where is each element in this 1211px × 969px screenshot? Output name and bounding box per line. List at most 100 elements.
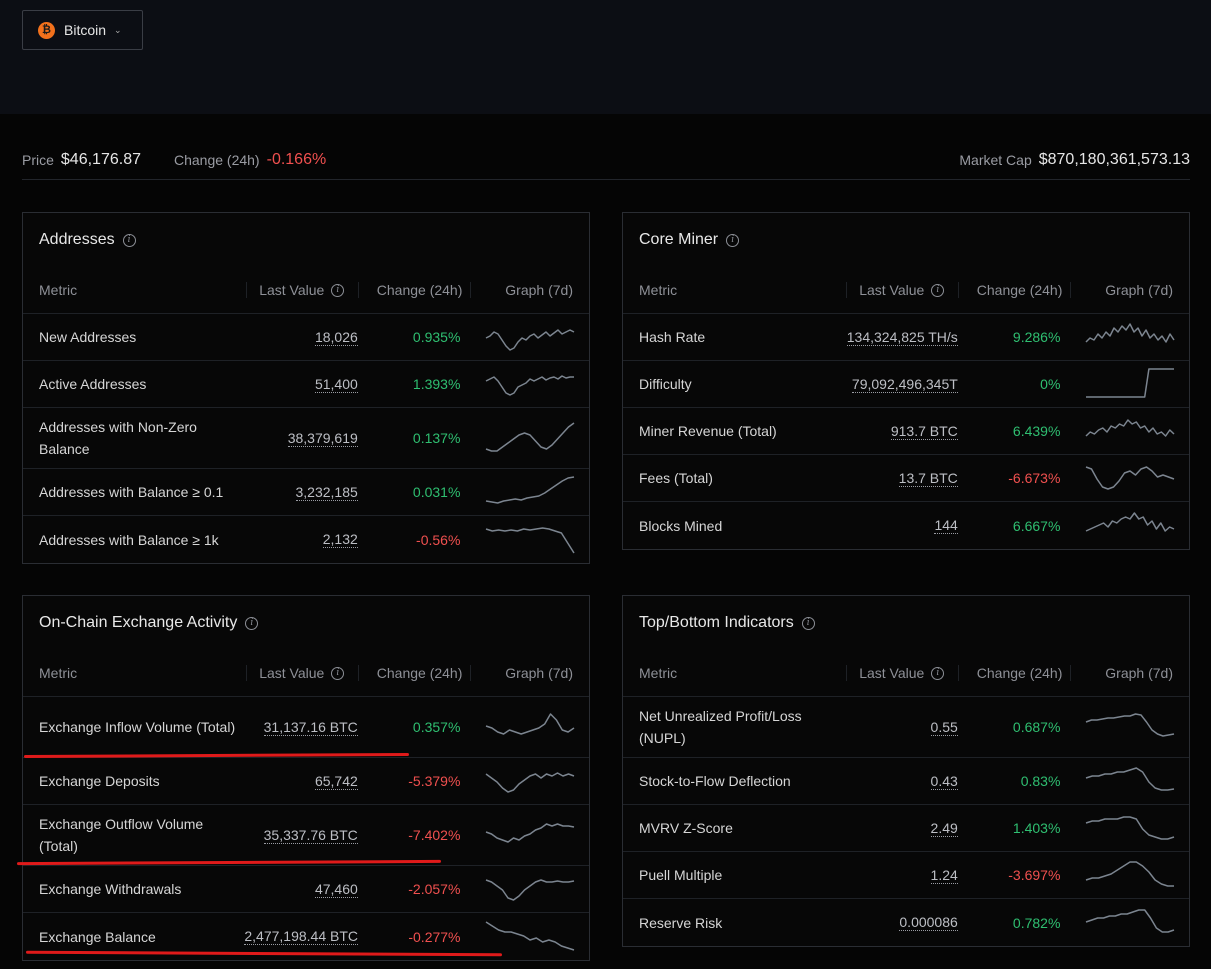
metric-name: New Addresses	[39, 329, 137, 345]
last-value-header-label: Last Value	[859, 665, 925, 681]
last-value-link[interactable]: 65,742	[314, 772, 358, 790]
metric-name: Addresses with Non-Zero Balance	[39, 419, 197, 457]
graph-cell	[470, 475, 589, 509]
exchange-activity-card: On-Chain Exchange Activity i Metric Last…	[22, 595, 590, 961]
last-value-link[interactable]: 13.7 BTC	[898, 469, 958, 487]
last-value[interactable]: 134,324,825 TH/s	[846, 329, 958, 346]
graph-cell	[1070, 367, 1189, 401]
last-value[interactable]: 31,137.16 BTC	[246, 719, 358, 736]
last-value-link[interactable]: 1.24	[930, 866, 958, 884]
sparkline-graph	[1085, 323, 1175, 343]
graph-cell	[470, 421, 589, 455]
graph-cell	[1070, 811, 1189, 845]
market-cap-value: $870,180,361,573.13	[1038, 150, 1190, 168]
metric-name: Addresses with Balance ≥ 0.1	[39, 484, 224, 500]
sparkline-graph	[485, 526, 575, 553]
change-value: 1.403%	[1012, 820, 1061, 836]
last-value[interactable]: 65,742	[246, 773, 358, 790]
bitcoin-logo-icon: ₿	[38, 21, 55, 39]
last-value[interactable]: 35,337.76 BTC	[246, 827, 358, 844]
last-value-link[interactable]: 79,092,496,345T	[851, 375, 958, 393]
last-value-link[interactable]: 47,460	[314, 880, 358, 898]
graph-cell	[470, 818, 589, 852]
sparkline-graph	[1086, 368, 1174, 398]
last-value-link[interactable]: 35,337.76 BTC	[263, 826, 358, 844]
last-value[interactable]: 0.55	[846, 719, 958, 736]
last-value-header: Last Value i	[246, 665, 358, 681]
last-value-link[interactable]: 0.55	[930, 718, 958, 736]
last-value-link[interactable]: 2.49	[930, 819, 958, 837]
last-value-link[interactable]: 144	[934, 517, 958, 534]
change-header: Change (24h)	[957, 665, 1071, 681]
last-value[interactable]: 47,460	[246, 881, 358, 898]
last-value[interactable]: 913.7 BTC	[846, 423, 958, 440]
asset-selector[interactable]: ₿ Bitcoin ⌄	[22, 10, 143, 50]
info-icon[interactable]: i	[245, 616, 259, 630]
top-band	[0, 0, 1211, 114]
last-value[interactable]: 38,379,619	[246, 430, 358, 447]
last-value[interactable]: 13.7 BTC	[846, 470, 958, 487]
last-value[interactable]: 18,026	[246, 329, 358, 346]
market-cap-label: Market Cap	[959, 151, 1032, 168]
last-value[interactable]: 1.24	[846, 867, 958, 884]
table-row: Addresses with Balance ≥ 0.1 3,232,185 0.0…	[23, 469, 589, 516]
asset-name: Bitcoin	[64, 22, 107, 38]
info-icon[interactable]: i	[931, 666, 945, 680]
graph-cell	[470, 710, 589, 744]
graph-header: Graph (7d)	[1070, 665, 1189, 681]
metric-header: Metric	[639, 282, 678, 298]
metric-header: Metric	[39, 282, 78, 298]
last-value-link[interactable]: 0.43	[930, 772, 958, 790]
card-title: Core Miner i	[623, 213, 1189, 267]
table-row: Addresses with Balance ≥ 1k 2,132 -0.56%	[23, 516, 589, 563]
core-miner-card: Core Miner i Metric Last Value i Change (…	[622, 212, 1190, 550]
last-value[interactable]: 0.43	[846, 773, 958, 790]
last-value[interactable]: 0.000086	[846, 914, 958, 931]
last-value-link[interactable]: 0.000086	[899, 914, 958, 931]
last-value[interactable]: 144	[846, 517, 958, 534]
table-row: MVRV Z-Score 2.49 1.403%	[623, 805, 1189, 852]
graph-cell	[1070, 320, 1189, 354]
last-value[interactable]: 2,132	[246, 531, 358, 548]
change-value: -0.277%	[408, 928, 461, 945]
metric-name: Puell Multiple	[639, 867, 723, 883]
last-value-link[interactable]: 38,379,619	[287, 429, 358, 447]
info-icon[interactable]: i	[726, 233, 740, 247]
table-header: Metric Last Value i Change (24h) Graph (7…	[23, 267, 589, 314]
last-value[interactable]: 2,477,198.44 BTC	[244, 928, 359, 945]
sparkline-graph	[485, 375, 574, 396]
change-value: 0.031%	[412, 484, 461, 500]
addresses-card: Addresses i Metric Last Value i Change (2…	[22, 212, 590, 564]
last-value-link[interactable]: 2,132	[322, 531, 358, 548]
change-value: -3.697%	[1008, 867, 1061, 883]
last-value-link[interactable]: 18,026	[314, 328, 358, 346]
metric-header: Metric	[639, 665, 678, 681]
last-value-link[interactable]: 51,400	[314, 375, 358, 393]
table-header: Metric Last Value i Change (24h) Graph (7…	[623, 267, 1189, 314]
info-icon[interactable]: i	[801, 616, 815, 630]
table-row: Exchange Balance 2,477,198.44 BTC -0.277%	[23, 913, 589, 960]
metric-name: Exchange Inflow Volume (Total)	[39, 719, 236, 735]
last-value-link[interactable]: 3,232,185	[295, 483, 358, 501]
addresses-title: Addresses	[39, 231, 115, 248]
table-row: Difficulty 79,092,496,345T 0%	[623, 361, 1189, 408]
last-value[interactable]: 2.49	[846, 820, 958, 837]
info-icon[interactable]: i	[331, 283, 345, 297]
last-value[interactable]: 51,400	[246, 376, 358, 393]
info-icon[interactable]: i	[122, 233, 136, 247]
last-value-link[interactable]: 134,324,825 TH/s	[846, 328, 958, 346]
last-value-link[interactable]: 913.7 BTC	[890, 422, 958, 440]
change-value: -0.166%	[266, 150, 327, 168]
last-value-link[interactable]: 31,137.16 BTC	[263, 718, 358, 736]
change-value: -5.379%	[408, 773, 461, 789]
top-bottom-indicators-card: Top/Bottom Indicators i Metric Last Valu…	[622, 595, 1190, 947]
last-value[interactable]: 79,092,496,345T	[846, 376, 958, 393]
info-icon[interactable]: i	[931, 283, 945, 297]
metric-name: Stock-to-Flow Deflection	[639, 773, 791, 789]
metric-name: Active Addresses	[39, 376, 147, 392]
sparkline-graph	[485, 879, 575, 901]
last-value-link[interactable]: 2,477,198.44 BTC	[244, 928, 359, 945]
info-icon[interactable]: i	[331, 666, 345, 680]
change-value: 0.687%	[1012, 719, 1061, 735]
last-value[interactable]: 3,232,185	[246, 484, 358, 501]
